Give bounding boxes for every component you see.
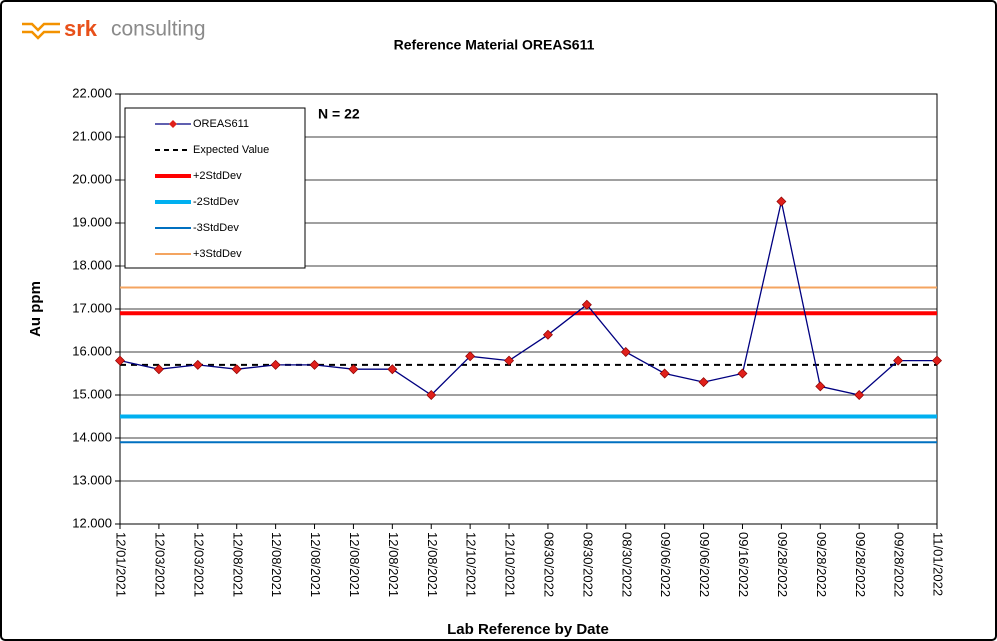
x-tick-label: 12/08/2021	[230, 532, 245, 597]
y-tick-label: 18.000	[72, 257, 112, 272]
y-tick-label: 14.000	[72, 429, 112, 444]
x-tick-label: 08/30/2022	[619, 532, 634, 597]
x-tick-label: 12/08/2021	[347, 532, 362, 597]
x-tick-label: 12/08/2021	[425, 532, 440, 597]
x-tick-label: 12/08/2021	[386, 532, 401, 597]
marker	[348, 364, 359, 375]
logo-brand: srk	[64, 16, 98, 41]
marker	[542, 329, 553, 340]
x-tick-label: 12/08/2021	[269, 532, 284, 597]
marker	[115, 355, 125, 366]
logo-text: consulting	[111, 18, 206, 41]
y-tick-label: 17.000	[72, 300, 112, 315]
y-tick-label: 16.000	[72, 343, 112, 358]
x-tick-label: 09/06/2022	[697, 532, 712, 597]
marker	[309, 359, 320, 370]
y-tick-label: 21.000	[72, 128, 112, 143]
x-tick-label: 12/01/2021	[114, 532, 129, 597]
x-tick-label: 09/28/2022	[775, 532, 790, 597]
annotation: N = 22	[318, 106, 360, 122]
legend-label: +3StdDev	[193, 248, 242, 260]
x-tick-label: 08/30/2022	[542, 532, 557, 597]
legend-label: -2StdDev	[193, 196, 239, 208]
marker	[737, 368, 748, 379]
marker	[581, 299, 592, 310]
marker	[620, 347, 631, 357]
legend-marker	[169, 120, 177, 128]
x-tick-label: 09/06/2022	[658, 532, 673, 597]
plot-area	[119, 93, 938, 525]
marker	[893, 355, 904, 366]
marker	[698, 377, 709, 388]
chart-title: Reference Material OREAS611	[394, 37, 595, 53]
x-tick-label: 09/28/2022	[853, 532, 868, 597]
legend-label: -3StdDev	[193, 222, 239, 234]
marker	[270, 359, 281, 370]
marker	[932, 355, 942, 366]
legend-label: OREAS611	[193, 118, 249, 130]
logo-icon	[22, 22, 60, 40]
x-tick-label: 12/10/2021	[464, 532, 479, 597]
x-tick-label: 08/30/2022	[580, 532, 595, 597]
y-tick-label: 20.000	[72, 171, 112, 186]
marker	[387, 364, 398, 375]
marker	[854, 390, 865, 400]
x-tick-label: 09/16/2022	[736, 532, 751, 597]
marker	[815, 381, 826, 392]
x-tick-label: 12/03/2021	[152, 532, 167, 597]
series-line	[119, 201, 937, 396]
marker	[776, 196, 787, 207]
marker	[426, 390, 437, 400]
y-tick-label: 13.000	[72, 472, 112, 487]
marker	[192, 359, 203, 370]
y-tick-label: 12.000	[72, 515, 112, 530]
y-tick-label: 19.000	[72, 214, 112, 229]
x-axis-label: Lab Reference by Date	[447, 621, 609, 638]
marker	[504, 355, 515, 366]
x-tick-label: 11/01/2022	[931, 532, 946, 596]
y-tick-label: 22.000	[72, 85, 112, 100]
y-axis-label: Au ppm	[27, 281, 44, 337]
marker	[465, 351, 476, 362]
x-tick-label: 12/10/2021	[503, 532, 518, 597]
y-tick-label: 15.000	[72, 386, 112, 401]
marker	[231, 364, 242, 375]
x-tick-label: 12/08/2021	[308, 532, 323, 597]
legend-label: +2StdDev	[193, 170, 242, 182]
x-tick-label: 09/28/2022	[892, 532, 907, 597]
marker	[659, 368, 670, 379]
x-tick-label: 09/28/2022	[814, 532, 829, 597]
marker	[153, 364, 164, 375]
x-tick-label: 12/03/2021	[191, 532, 206, 597]
legend-label: Expected Value	[193, 144, 269, 156]
legend-box	[124, 107, 306, 269]
